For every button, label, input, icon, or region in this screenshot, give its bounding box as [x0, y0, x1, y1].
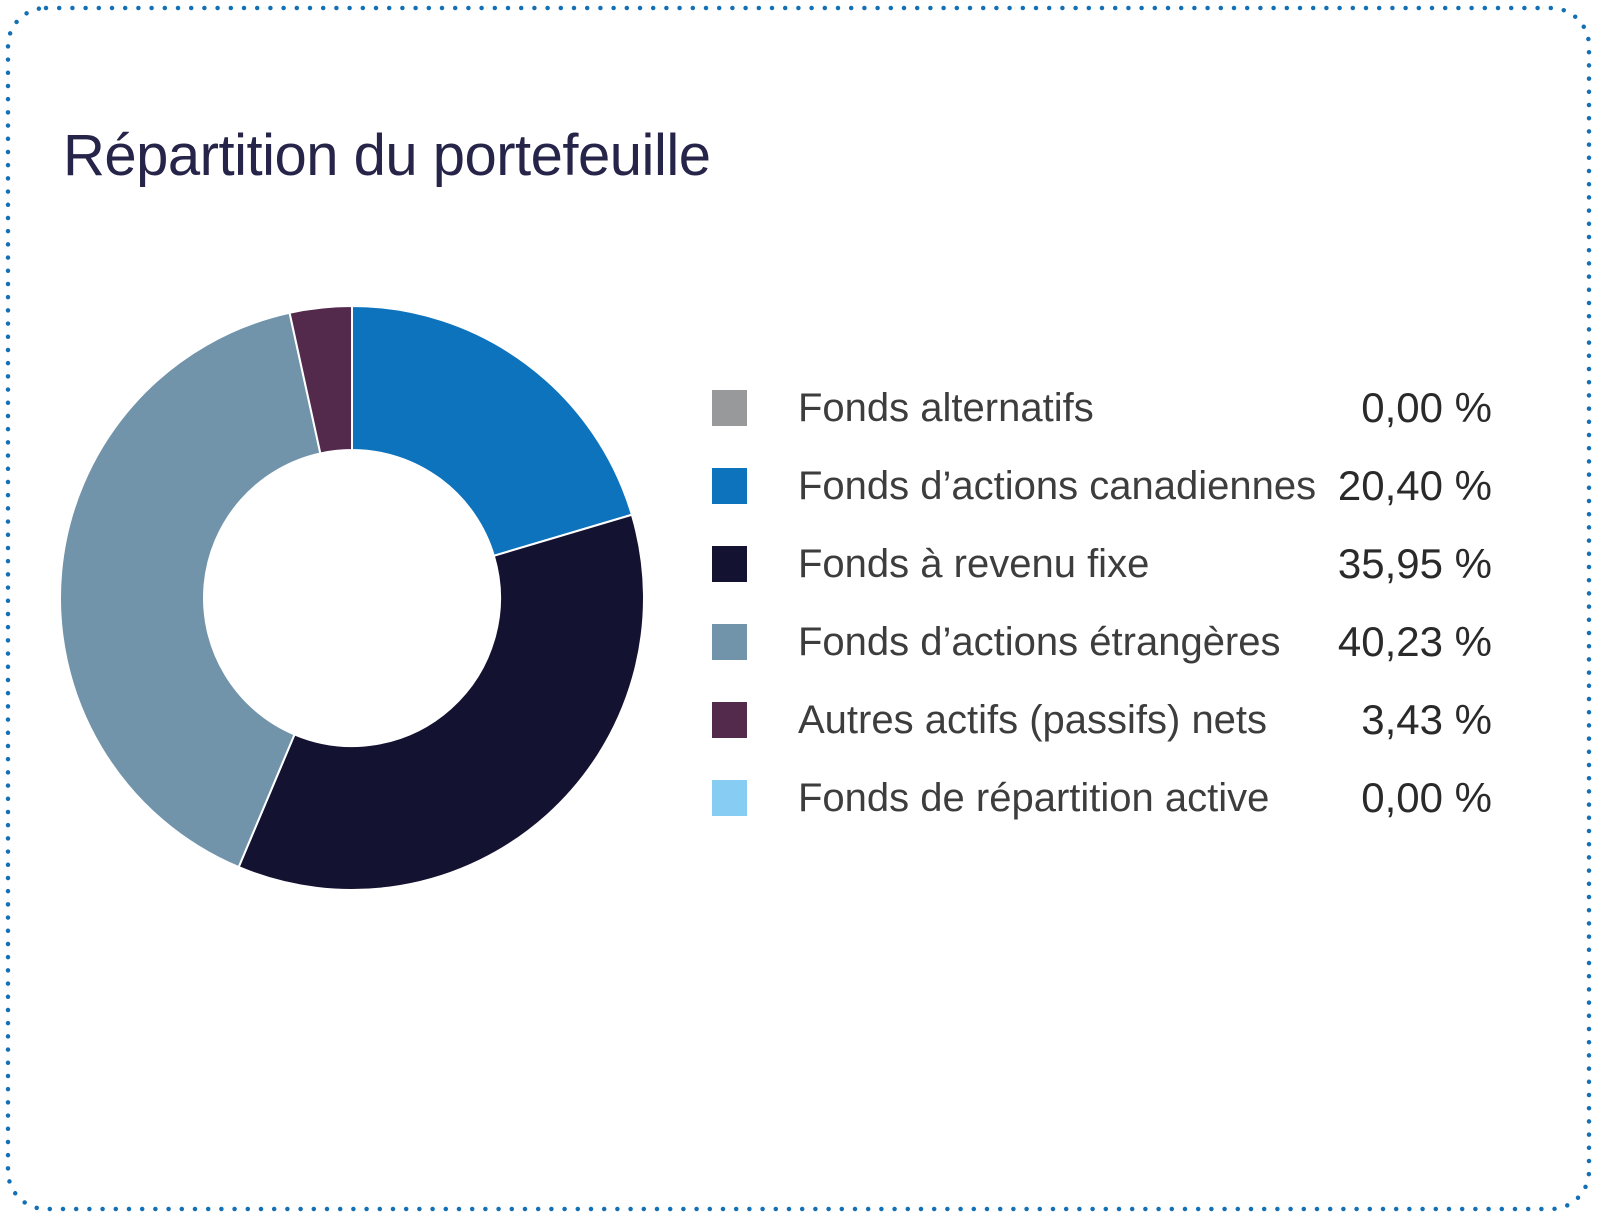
legend-label: Fonds d’actions étrangères — [798, 619, 1281, 664]
donut-slice — [288, 305, 353, 455]
legend-swatch — [712, 390, 747, 426]
donut-chart — [57, 303, 647, 893]
legend-swatch — [712, 546, 747, 582]
legend-item: Autres actifs (passifs) nets 3,43 % — [712, 696, 1492, 743]
legend-item: Fonds d’actions canadiennes 20,40 % — [712, 462, 1492, 509]
legend-value: 3,43 % — [1361, 696, 1492, 743]
legend-value: 0,00 % — [1361, 774, 1492, 821]
legend: Fonds alternatifs 0,00 % Fonds d’actions… — [712, 384, 1492, 854]
legend-item: Fonds à revenu fixe 35,95 % — [712, 540, 1492, 587]
legend-value: 20,40 % — [1337, 462, 1492, 509]
legend-value: 40,23 % — [1337, 618, 1492, 665]
legend-swatch — [712, 468, 747, 504]
legend-label: Fonds d’actions canadiennes — [798, 463, 1317, 508]
legend-swatch — [712, 624, 747, 660]
legend-swatch — [712, 780, 747, 816]
legend-item: Fonds de répartition active 0,00 % — [712, 774, 1492, 821]
legend-label: Fonds à revenu fixe — [798, 541, 1150, 586]
legend-value: 35,95 % — [1337, 540, 1492, 587]
legend-label: Autres actifs (passifs) nets — [798, 697, 1268, 742]
legend-item: Fonds d’actions étrangères 40,23 % — [712, 618, 1492, 665]
legend-value: 0,00 % — [1361, 384, 1492, 431]
legend-label: Fonds de répartition active — [798, 775, 1270, 820]
legend-label: Fonds alternatifs — [798, 385, 1094, 430]
legend-swatch — [712, 702, 747, 738]
donut-slice — [351, 305, 633, 557]
donut-slice — [59, 311, 322, 869]
card-title: Répartition du portefeuille — [63, 123, 711, 188]
donut-slice — [237, 513, 645, 891]
legend-item: Fonds alternatifs 0,00 % — [712, 384, 1492, 431]
